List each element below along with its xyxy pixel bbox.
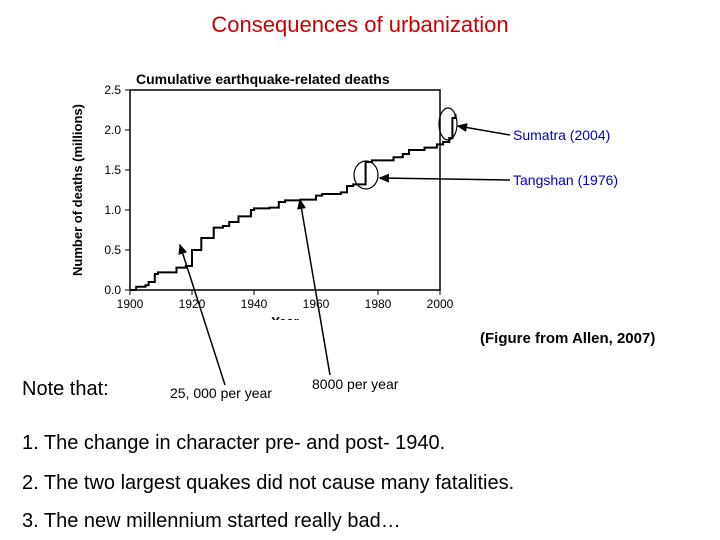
svg-text:1940: 1940 <box>241 297 268 311</box>
svg-text:1.0: 1.0 <box>104 203 121 217</box>
svg-text:1920: 1920 <box>179 297 206 311</box>
bullet-1: 1. The change in character pre- and post… <box>22 432 445 455</box>
bullet-3: 3. The new millennium started really bad… <box>22 510 401 533</box>
sumatra-label: Sumatra (2004) <box>513 127 610 143</box>
chart-svg: 1900 1920 1940 1960 1980 2000 0.0 0.5 1.0 1.5 2.0 2… <box>0 0 720 320</box>
svg-text:2.0: 2.0 <box>104 123 121 137</box>
svg-text:Year: Year <box>271 314 298 320</box>
figure-caption: (Figure from Allen, 2007) <box>480 330 655 347</box>
note-that-label: Note that: <box>22 378 109 401</box>
svg-text:1980: 1980 <box>365 297 392 311</box>
svg-text:Number of deaths (millions): Number of deaths (millions) <box>70 104 85 276</box>
svg-text:0.5: 0.5 <box>104 243 121 257</box>
chart-container: 1900 1920 1940 1960 1980 2000 0.0 0.5 1.0 1.5 2.0 2… <box>0 0 720 325</box>
svg-text:2.5: 2.5 <box>104 83 121 97</box>
svg-text:Cumulative earthquake-related: Cumulative earthquake-related deaths <box>136 71 390 87</box>
svg-text:1900: 1900 <box>117 297 144 311</box>
post1940-rate: 8000 per year <box>312 376 398 392</box>
svg-text:1960: 1960 <box>303 297 330 311</box>
tangshan-label: Tangshan (1976) <box>513 172 618 188</box>
svg-text:2000: 2000 <box>427 297 454 311</box>
bullet-2: 2. The two largest quakes did not cause … <box>22 472 514 495</box>
svg-text:1.5: 1.5 <box>104 163 121 177</box>
svg-text:0.0: 0.0 <box>104 283 121 297</box>
pre1940-rate: 25, 000 per year <box>170 385 272 401</box>
